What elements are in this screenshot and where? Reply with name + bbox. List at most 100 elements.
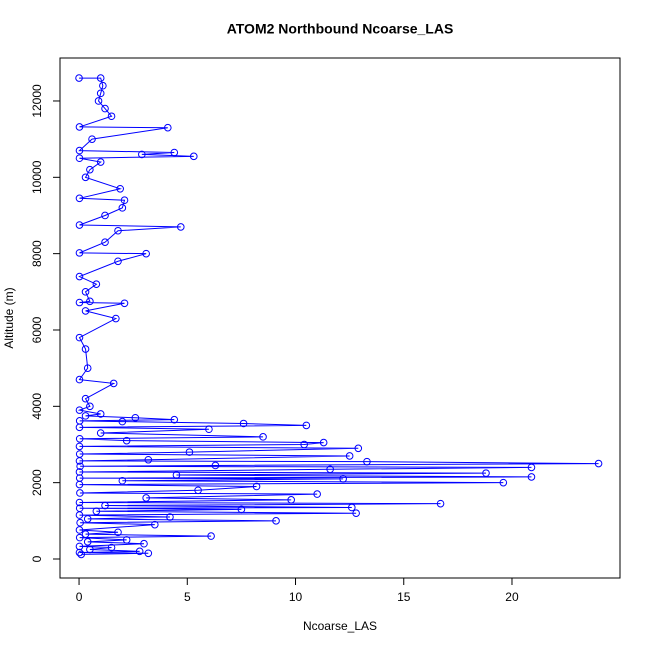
data-point — [118, 417, 127, 426]
data-point — [347, 503, 356, 512]
data-point — [75, 298, 84, 307]
data-point — [114, 528, 122, 537]
data-point — [81, 345, 90, 353]
data-point — [75, 375, 84, 384]
y-tick-label: 8000 — [30, 240, 44, 267]
data-point — [96, 429, 105, 437]
data-point — [363, 457, 371, 466]
data-point — [118, 204, 127, 212]
data-point — [300, 440, 308, 449]
data-point — [81, 173, 90, 182]
data-point — [112, 314, 120, 323]
data-point — [86, 165, 94, 174]
data-point — [207, 532, 215, 540]
data-point — [176, 223, 185, 231]
data-point — [122, 536, 131, 544]
data-point — [272, 517, 280, 525]
data-point — [101, 104, 109, 113]
data-point — [436, 499, 445, 508]
data-point — [75, 272, 84, 281]
data-point — [122, 436, 131, 445]
data-point — [92, 507, 101, 516]
data-point — [302, 421, 311, 430]
data-point — [114, 257, 122, 266]
data-point — [75, 498, 84, 507]
data-point — [114, 226, 122, 235]
data-point — [75, 442, 84, 451]
y-tick-label: 4000 — [30, 393, 44, 420]
data-point — [239, 419, 248, 428]
data-point — [86, 545, 94, 554]
data-point — [151, 520, 159, 529]
data-point — [75, 123, 84, 131]
data-point — [86, 297, 94, 306]
data-point — [109, 379, 118, 388]
data-point — [75, 406, 84, 414]
x-tick-label: 5 — [184, 590, 191, 604]
x-tick-label: 0 — [76, 590, 83, 604]
chart-title: ATOM2 Northbound Ncoarse_LAS — [227, 21, 454, 37]
data-point — [211, 461, 220, 470]
data-point — [81, 307, 90, 315]
data-point — [83, 364, 92, 372]
data-point — [77, 550, 86, 559]
data-point — [75, 194, 84, 203]
data-point — [96, 410, 105, 418]
data-point — [326, 465, 334, 474]
data-point — [594, 459, 603, 468]
data-point — [499, 478, 508, 487]
data-point — [313, 490, 321, 498]
data-point — [352, 509, 360, 517]
data-point — [120, 299, 129, 308]
data-point — [75, 434, 84, 443]
data-point — [75, 146, 84, 155]
data-point — [81, 412, 90, 420]
data-point — [142, 494, 150, 502]
data-point — [96, 89, 105, 98]
data-point — [81, 530, 90, 538]
series-line — [77, 77, 599, 555]
data-point — [205, 425, 213, 434]
x-tick-label: 20 — [505, 590, 519, 604]
data-point — [237, 505, 246, 514]
data-point — [75, 221, 84, 229]
data-point — [482, 469, 490, 477]
data-point — [83, 515, 92, 523]
data-point — [131, 413, 140, 422]
data-point — [81, 394, 90, 403]
y-axis-label: Altitude (m) — [2, 287, 16, 348]
data-point — [287, 496, 295, 504]
x-tick-label: 10 — [289, 590, 303, 604]
data-point — [170, 148, 179, 157]
y-tick-label: 2000 — [30, 469, 44, 496]
data-point — [83, 538, 92, 546]
data-point — [92, 280, 101, 288]
data-point — [354, 444, 363, 453]
data-point — [75, 450, 84, 458]
data-point — [345, 452, 354, 460]
y-tick-label: 0 — [30, 555, 44, 562]
y-tick-label: 6000 — [30, 316, 44, 343]
data-point — [75, 526, 84, 534]
data-point — [189, 152, 198, 161]
data-point — [527, 473, 536, 481]
data-point — [101, 238, 109, 246]
data-point — [140, 539, 148, 548]
data-point — [120, 196, 129, 205]
x-axis-label: Ncoarse_LAS — [303, 619, 377, 633]
data-point — [135, 547, 144, 556]
data-point — [86, 402, 94, 411]
y-tick-label: 12000 — [30, 84, 44, 118]
data-point — [259, 433, 267, 441]
data-point — [75, 333, 84, 342]
data-point — [76, 518, 84, 527]
data-point — [116, 184, 124, 193]
data-point — [101, 211, 109, 220]
data-point — [166, 513, 174, 521]
data-point — [527, 463, 536, 472]
data-point — [172, 471, 181, 479]
data-point — [75, 417, 84, 425]
data-point — [75, 533, 84, 542]
data-point — [76, 462, 84, 471]
